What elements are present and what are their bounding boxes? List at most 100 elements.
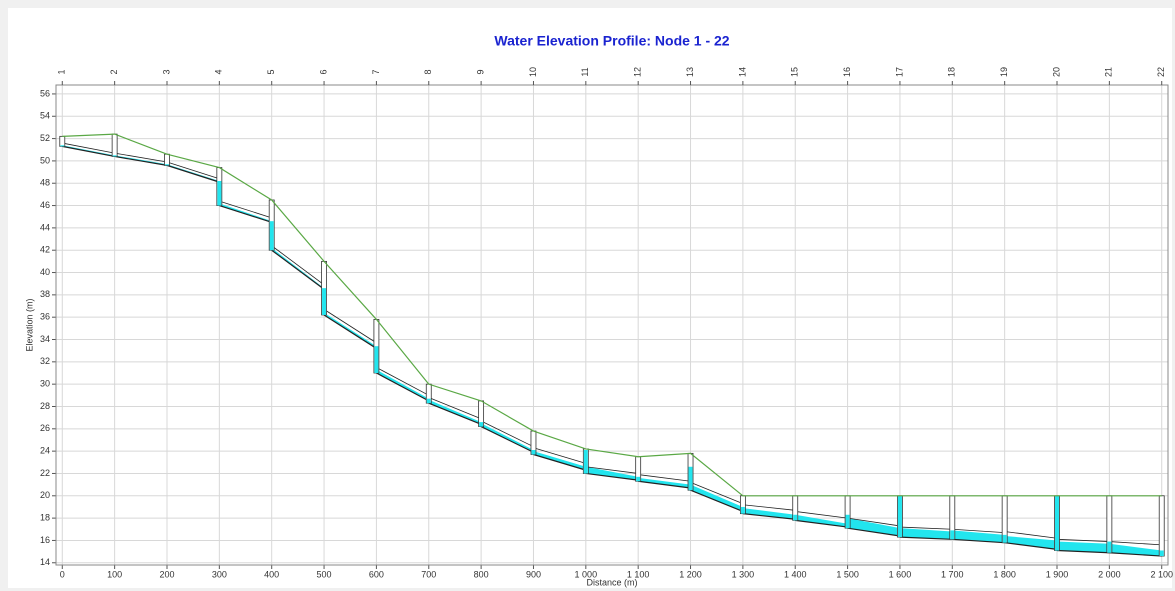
link-crown [847,517,901,527]
node-manhole [111,133,118,157]
node-water [531,450,536,455]
y-tick-label: 32 [40,356,50,366]
link-crown [585,466,639,474]
node-label: 3 [161,69,171,74]
y-tick-label: 20 [40,490,50,500]
y-tick-label: 42 [40,245,50,255]
link-invert [114,155,168,166]
x-tick-label: 1 600 [889,569,912,579]
node-label: 22 [1156,67,1166,77]
link-crown [62,142,115,154]
node-label: 1 [57,69,67,74]
node-water [688,466,693,491]
x-tick-label: 1 200 [679,569,702,579]
node-water [1159,550,1164,557]
link-crown [480,420,534,448]
node-manhole [59,135,66,147]
node-manhole [1158,495,1165,557]
x-tick-label: 300 [212,569,227,579]
node-label: 8 [423,69,433,74]
link-crown [1109,541,1162,546]
link-invert [480,426,534,453]
link-invert [62,145,115,158]
link-invert [533,453,586,471]
link-crown [690,482,744,504]
x-tick-label: 800 [474,569,489,579]
link-crown [376,367,429,396]
link-crown [1004,531,1058,539]
link-crown [219,200,272,219]
link-invert [1056,549,1110,554]
link-invert [690,489,744,512]
link-invert [742,513,796,520]
node-label: 13 [685,67,695,77]
node-label: 15 [790,67,800,77]
link-invert [899,536,953,540]
x-tick-label: 1 000 [575,569,598,579]
x-tick-label: 1 700 [941,569,964,579]
x-tick-label: 1 100 [627,569,650,579]
x-tick-label: 1 500 [836,569,859,579]
y-tick-label: 18 [40,512,50,522]
y-tick-label: 48 [40,178,50,188]
y-tick-label: 50 [40,155,50,165]
x-tick-label: 0 [60,569,65,579]
x-tick-label: 100 [107,569,122,579]
link-crown [114,152,168,163]
link-water [690,484,743,512]
y-tick-label: 16 [40,535,50,545]
y-tick-label: 34 [40,334,50,344]
ground-line [62,133,1162,497]
node-water [374,346,379,373]
link-crown [323,309,377,344]
node-label: 5 [266,69,276,74]
link-invert [795,519,848,528]
y-axis-label: Elevation (m) [24,298,34,351]
link-crown [1056,538,1110,542]
link-water [585,466,639,481]
link-water [376,369,429,401]
link-water [428,399,482,425]
link-invert [847,527,901,537]
y-tick-label: 22 [40,468,50,478]
node-water [897,495,902,538]
link-water [847,518,900,536]
node-water [1107,541,1112,553]
x-tick-label: 200 [159,569,174,579]
link-invert [376,372,430,402]
link-invert [952,538,1005,544]
node-water [1002,534,1007,543]
y-tick-label: 30 [40,379,50,389]
node-label: 12 [633,67,643,77]
x-tick-label: 900 [526,569,541,579]
chart-panel [8,8,1172,588]
x-tick-label: 1 400 [784,569,807,579]
x-tick-label: 2 100 [1150,569,1173,579]
y-tick-label: 40 [40,267,50,277]
y-tick-label: 36 [40,312,50,322]
link-crown [899,526,953,530]
node-label: 9 [475,69,485,74]
link-crown [428,397,482,420]
node-water [60,145,65,147]
y-tick-label: 24 [40,446,50,456]
node-water [479,422,484,427]
x-tick-label: 400 [264,569,279,579]
node-water [112,155,117,157]
link-water [638,477,691,488]
y-tick-label: 46 [40,200,50,210]
link-water [795,514,848,528]
x-tick-label: 2 000 [1098,569,1121,579]
link-invert [428,402,482,425]
x-tick-label: 700 [421,569,436,579]
x-tick-label: 1 300 [732,569,755,579]
node-water [164,164,169,166]
node-label: 10 [528,67,538,77]
link-crown [638,474,691,482]
node-label: 21 [1104,67,1114,77]
node-label: 11 [580,67,590,76]
node-water [1055,495,1060,551]
link-crown [271,245,325,286]
link-invert [323,314,377,349]
